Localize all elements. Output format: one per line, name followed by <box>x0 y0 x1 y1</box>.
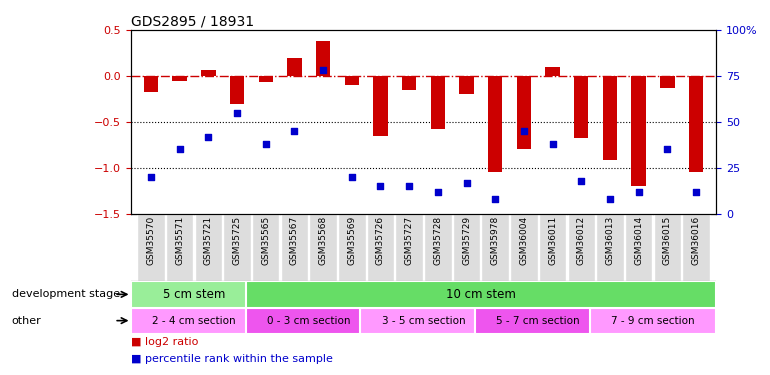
Text: GSM36014: GSM36014 <box>634 216 643 265</box>
FancyBboxPatch shape <box>654 214 681 281</box>
Bar <box>287 58 302 76</box>
Text: GSM36004: GSM36004 <box>520 216 528 265</box>
FancyBboxPatch shape <box>223 214 251 281</box>
Text: 5 cm stem: 5 cm stem <box>162 288 225 301</box>
FancyBboxPatch shape <box>367 214 394 281</box>
Bar <box>430 76 445 129</box>
Point <box>288 128 300 134</box>
FancyBboxPatch shape <box>395 214 423 281</box>
Text: GSM36015: GSM36015 <box>663 216 672 265</box>
Text: GSM35567: GSM35567 <box>290 216 299 265</box>
FancyBboxPatch shape <box>280 214 308 281</box>
FancyBboxPatch shape <box>131 281 257 308</box>
Point <box>575 178 588 184</box>
Text: GSM36012: GSM36012 <box>577 216 586 265</box>
Point <box>661 146 674 152</box>
Text: GSM36013: GSM36013 <box>605 216 614 265</box>
Bar <box>172 76 187 81</box>
FancyBboxPatch shape <box>596 214 624 281</box>
Text: 10 cm stem: 10 cm stem <box>446 288 516 301</box>
Bar <box>345 76 359 85</box>
Text: GSM35978: GSM35978 <box>490 216 500 265</box>
Bar <box>316 41 330 76</box>
Point <box>374 183 387 189</box>
Bar <box>574 76 588 138</box>
FancyBboxPatch shape <box>131 308 257 334</box>
Bar <box>689 76 703 172</box>
Bar <box>517 76 531 149</box>
Text: GSM35725: GSM35725 <box>233 216 242 265</box>
Point <box>432 189 444 195</box>
FancyBboxPatch shape <box>424 214 452 281</box>
Point <box>690 189 702 195</box>
Bar <box>660 76 675 88</box>
Point <box>604 196 616 202</box>
Point <box>547 141 559 147</box>
Point <box>460 180 473 186</box>
FancyBboxPatch shape <box>481 214 509 281</box>
FancyBboxPatch shape <box>137 214 165 281</box>
Text: GSM35726: GSM35726 <box>376 216 385 265</box>
Text: GSM35571: GSM35571 <box>175 216 184 265</box>
Text: GSM35728: GSM35728 <box>434 216 442 265</box>
FancyBboxPatch shape <box>195 214 222 281</box>
Text: GSM35721: GSM35721 <box>204 216 213 265</box>
Text: GSM35565: GSM35565 <box>261 216 270 265</box>
Text: GSM36011: GSM36011 <box>548 216 557 265</box>
Bar <box>201 69 216 76</box>
Text: GSM35569: GSM35569 <box>347 216 357 265</box>
Bar <box>259 76 273 82</box>
Text: other: other <box>12 316 42 326</box>
Bar <box>144 76 158 93</box>
Text: GSM35727: GSM35727 <box>405 216 413 265</box>
Text: development stage: development stage <box>12 290 119 299</box>
Point <box>489 196 501 202</box>
Bar <box>460 76 474 94</box>
FancyBboxPatch shape <box>511 214 537 281</box>
Text: GSM35568: GSM35568 <box>319 216 327 265</box>
Bar <box>545 67 560 76</box>
Point <box>403 183 415 189</box>
FancyBboxPatch shape <box>246 281 716 308</box>
FancyBboxPatch shape <box>453 214 480 281</box>
Point <box>632 189 644 195</box>
FancyBboxPatch shape <box>539 214 567 281</box>
Point <box>317 68 330 74</box>
Text: 7 - 9 cm section: 7 - 9 cm section <box>611 316 695 326</box>
Text: 3 - 5 cm section: 3 - 5 cm section <box>382 316 465 326</box>
Bar <box>230 76 244 104</box>
Text: GSM35570: GSM35570 <box>146 216 156 265</box>
Bar <box>603 76 617 160</box>
Text: ■ log2 ratio: ■ log2 ratio <box>131 337 199 347</box>
FancyBboxPatch shape <box>166 214 193 281</box>
Point <box>259 141 272 147</box>
Text: 5 - 7 cm section: 5 - 7 cm section <box>497 316 580 326</box>
Text: GSM36016: GSM36016 <box>691 216 701 265</box>
FancyBboxPatch shape <box>252 214 280 281</box>
Point <box>203 134 215 140</box>
FancyBboxPatch shape <box>567 214 595 281</box>
Text: 2 - 4 cm section: 2 - 4 cm section <box>152 316 236 326</box>
Point <box>173 146 186 152</box>
FancyBboxPatch shape <box>682 214 710 281</box>
Point <box>231 110 243 116</box>
Text: GDS2895 / 18931: GDS2895 / 18931 <box>131 15 254 29</box>
Bar <box>373 76 387 136</box>
FancyBboxPatch shape <box>475 308 601 334</box>
Bar <box>631 76 646 186</box>
Bar <box>402 76 417 90</box>
Text: GSM35729: GSM35729 <box>462 216 471 265</box>
FancyBboxPatch shape <box>360 308 487 334</box>
Point <box>517 128 530 134</box>
FancyBboxPatch shape <box>625 214 652 281</box>
FancyBboxPatch shape <box>590 308 716 334</box>
Bar <box>488 76 502 172</box>
Point <box>346 174 358 180</box>
Text: 0 - 3 cm section: 0 - 3 cm section <box>267 316 350 326</box>
FancyBboxPatch shape <box>310 214 336 281</box>
Point <box>145 174 157 180</box>
FancyBboxPatch shape <box>246 308 372 334</box>
Text: ■ percentile rank within the sample: ■ percentile rank within the sample <box>131 354 333 364</box>
FancyBboxPatch shape <box>338 214 366 281</box>
